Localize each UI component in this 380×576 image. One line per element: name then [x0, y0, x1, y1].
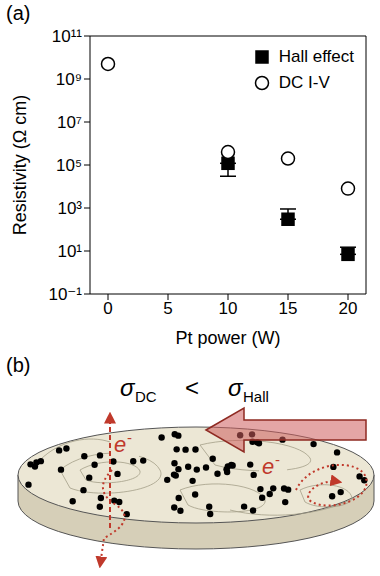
svg-text:σ: σ: [228, 374, 244, 401]
html-text:Hall effect: Hall effect: [278, 47, 354, 66]
svg-text:10¹¹: 10¹¹: [52, 27, 83, 46]
svg-text:10: 10: [219, 299, 238, 318]
svg-text:-: -: [275, 451, 280, 468]
svg-text:10⁹: 10⁹: [56, 70, 82, 89]
svg-text:10⁻¹: 10⁻¹: [48, 285, 82, 304]
svg-text:10¹: 10¹: [57, 242, 82, 261]
svg-text:0: 0: [103, 299, 112, 318]
svg-text:e: e: [114, 432, 126, 457]
svg-text:Resistivity (Ω cm): Resistivity (Ω cm): [10, 95, 30, 235]
svg-text:(b): (b): [6, 354, 30, 376]
svg-text:5: 5: [163, 299, 172, 318]
html-text:DC I-V: DC I-V: [278, 73, 330, 92]
svg-text:<: <: [185, 374, 199, 401]
svg-text:-: -: [127, 429, 132, 446]
svg-text:DC: DC: [135, 388, 157, 405]
html-text:(a): (a): [6, 2, 31, 24]
svg-text:10⁷: 10⁷: [57, 113, 82, 132]
svg-text:Pt power (W): Pt power (W): [175, 328, 280, 348]
svg-text:σ: σ: [120, 374, 136, 401]
svg-text:15: 15: [279, 299, 298, 318]
svg-text:10⁵: 10⁵: [56, 156, 82, 175]
svg-text:Hall: Hall: [243, 388, 269, 405]
svg-text:20: 20: [339, 299, 358, 318]
svg-text:e: e: [262, 454, 274, 479]
svg-text:10³: 10³: [57, 199, 82, 218]
